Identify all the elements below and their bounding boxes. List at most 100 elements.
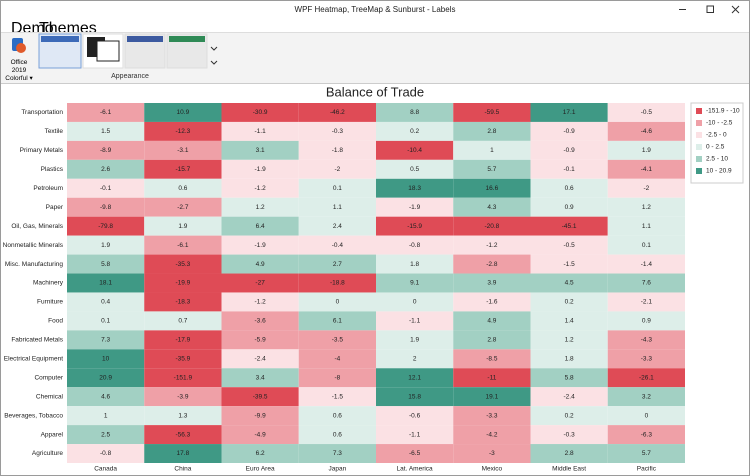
heatmap-cell <box>530 292 608 312</box>
gallery-scroll[interactable] <box>210 46 218 65</box>
heatmap-cell <box>67 121 145 141</box>
y-tick-label: Transportation <box>21 109 63 116</box>
cell-label: -2.1 <box>641 299 653 306</box>
x-tick-label: Middle East <box>552 466 586 473</box>
heatmap-cell <box>298 121 376 141</box>
cell-label: -6.1 <box>100 109 112 116</box>
heatmap-cell <box>453 197 531 217</box>
cell-label: 0.2 <box>410 128 419 135</box>
heatmap-cell <box>67 178 145 198</box>
close[interactable] <box>731 5 740 14</box>
cell-label: 5.7 <box>487 166 496 173</box>
heatmap-cell <box>530 425 608 445</box>
heatmap-cell <box>607 235 685 255</box>
cell-label: 1.9 <box>178 223 187 230</box>
heatmap-cell <box>67 330 145 350</box>
cell-label: -6.3 <box>641 431 653 438</box>
heatmap-cell <box>453 368 531 388</box>
cell-label: -12.3 <box>175 128 190 135</box>
heatmap-cell <box>144 216 222 236</box>
chart-title: Balance of Trade <box>326 84 424 99</box>
y-tick-label: Paper <box>46 204 64 211</box>
heatmap-cell <box>144 292 222 312</box>
cell-label: -2 <box>643 185 649 192</box>
cell-label: 0.1 <box>333 185 342 192</box>
maximize[interactable] <box>706 5 714 13</box>
heatmap-cell <box>298 387 376 407</box>
heatmap-cell <box>144 273 222 293</box>
heatmap-cell <box>298 103 376 122</box>
cell-label: 0.7 <box>178 318 187 325</box>
legend-swatch <box>696 156 702 162</box>
cell-label: -0.3 <box>564 431 576 438</box>
heatmap-cell <box>607 425 685 445</box>
cell-label: 7.3 <box>333 450 342 457</box>
heatmap-cell <box>453 273 531 293</box>
cell-label: 1.5 <box>101 128 110 135</box>
legend-label: 0 - 2.5 <box>706 144 725 151</box>
heatmap-cell <box>530 235 608 255</box>
cell-label: 1.2 <box>642 204 651 211</box>
cell-label: -1.9 <box>255 242 267 249</box>
cell-label: 0.1 <box>642 242 651 249</box>
theme-button[interactable]: Office 2019 Colorful ▾ <box>5 59 33 82</box>
cell-label: -39.5 <box>253 393 268 400</box>
legend-label: 10 - 20.9 <box>706 168 732 175</box>
heatmap-cell <box>530 103 608 122</box>
cell-label: -0.9 <box>564 147 576 154</box>
cell-label: -15.7 <box>175 166 190 173</box>
heatmap-cell <box>298 159 376 179</box>
heatmap-cell <box>376 292 454 312</box>
cell-label: -6.5 <box>409 450 421 457</box>
cell-label: -1.8 <box>332 147 344 154</box>
heatmap-cell <box>530 349 608 369</box>
heatmap-cell <box>144 387 222 407</box>
heatmap-cell <box>376 197 454 217</box>
heatmap-cell <box>530 159 608 179</box>
heatmap-cell <box>144 254 222 274</box>
cell-label: -3.3 <box>641 356 653 363</box>
cell-label: 1.9 <box>101 242 110 249</box>
heatmap-cell <box>376 368 454 388</box>
y-tick-label: Plastics <box>41 166 64 173</box>
y-tick-label: Furniture <box>37 299 63 306</box>
cell-label: -1.4 <box>641 261 653 268</box>
heatmap-cell <box>298 444 376 463</box>
heatmap-cell <box>144 197 222 217</box>
cell-label: -59.5 <box>484 109 499 116</box>
cell-label: -3.6 <box>255 318 267 325</box>
cell-label: 0.6 <box>178 185 187 192</box>
cell-label: -2.7 <box>177 204 189 211</box>
heatmap-cell <box>453 103 531 122</box>
heatmap-cell <box>144 368 222 388</box>
heatmap-cell <box>298 368 376 388</box>
heatmap-cell <box>530 140 608 160</box>
y-tick-label: Electrical Equipment <box>4 356 63 363</box>
cell-label: 2.8 <box>565 450 574 457</box>
heatmap-cell <box>607 311 685 331</box>
cell-label: 5.8 <box>565 374 574 381</box>
cell-label: -1.2 <box>255 185 267 192</box>
heatmap-cell <box>298 235 376 255</box>
heatmap-cell <box>530 406 608 426</box>
heatmap-cell <box>453 159 531 179</box>
cell-label: 1 <box>490 147 494 154</box>
y-tick-label: Agriculture <box>32 450 63 457</box>
heatmap-cell <box>607 159 685 179</box>
cell-label: -0.9 <box>564 128 576 135</box>
x-tick-label: Pacific <box>637 466 657 473</box>
cell-label: -45.1 <box>562 223 577 230</box>
cell-label: -3.5 <box>332 337 344 344</box>
cell-label: -9.9 <box>255 412 267 419</box>
cell-label: -1.1 <box>409 318 421 325</box>
cell-label: -1.9 <box>409 204 421 211</box>
heatmap-cell <box>607 406 685 426</box>
heatmap-cell <box>221 159 299 179</box>
cell-label: 17.1 <box>563 109 576 116</box>
legend-swatch <box>696 168 702 174</box>
cell-label: -1.5 <box>564 261 576 268</box>
cell-label: -8 <box>334 374 340 381</box>
heatmap-cell <box>530 311 608 331</box>
cell-label: -0.4 <box>332 242 344 249</box>
